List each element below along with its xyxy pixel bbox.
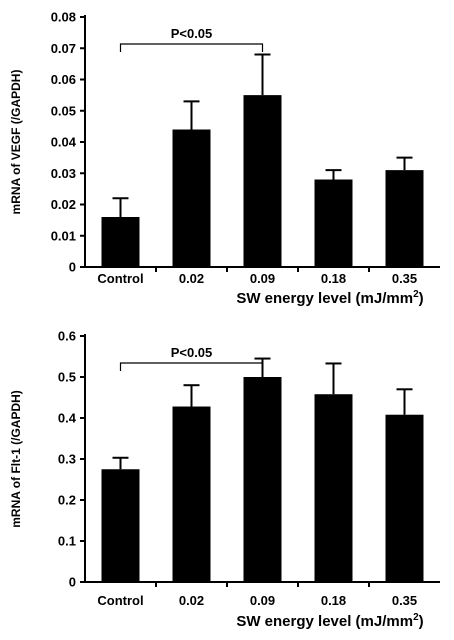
y-tick-label: 0.4: [58, 411, 77, 426]
x-category-label: 0.18: [321, 271, 346, 286]
y-tick-label: 0: [69, 260, 76, 275]
y-tick-label: 0.3: [58, 452, 76, 467]
x-category-label: Control: [97, 271, 143, 286]
bar-0.35: [385, 170, 424, 267]
x-category-label: 0.02: [179, 593, 204, 608]
chart-vegf: 0 0.01 0.02 0.03 0.04 0.05 0.06 0.07 0.08 Control…: [9, 10, 440, 307]
x-category-label: 0.09: [250, 593, 275, 608]
y-tick-label: 0.04: [51, 135, 77, 150]
bar-0.02: [172, 406, 211, 582]
significance-label: P<0.05: [171, 26, 213, 41]
bar-0.09: [243, 95, 282, 267]
bar-Control: [101, 217, 140, 267]
y-tick-label: 0.08: [51, 10, 76, 25]
significance-bracket: [119, 362, 264, 371]
y-axis-title: mRNA of VEGF (/GAPDH): [9, 70, 23, 215]
y-tick-label: 0.1: [58, 534, 76, 549]
y-tick-label: 0.6: [58, 329, 76, 344]
y-tick-label: 0.03: [51, 166, 76, 181]
y-tick-label: 0.2: [58, 493, 76, 508]
bar-0.35: [385, 414, 424, 582]
y-tick-label: 0.07: [51, 41, 76, 56]
x-category-label: 0.09: [250, 271, 275, 286]
x-category-label: 0.35: [392, 593, 417, 608]
x-category-label: 0.02: [179, 271, 204, 286]
chart-flt1: 0 0.1 0.2 0.3 0.4 0.5 0.6 Control 0.02 0.09 0.18 0.…: [9, 329, 440, 630]
y-tick-label: 0.06: [51, 72, 76, 87]
x-category-label: Control: [97, 593, 143, 608]
significance-bracket: [119, 43, 264, 52]
x-category-label: 0.35: [392, 271, 417, 286]
bar-0.02: [172, 129, 211, 267]
x-axis-title: SW energy level (mJ/mm2): [236, 289, 423, 307]
significance-label: P<0.05: [171, 345, 213, 360]
bar-0.09: [243, 377, 282, 582]
y-axis-title: mRNA of Flt-1 (/GAPDH): [9, 390, 23, 528]
x-axis-title: SW energy level (mJ/mm2): [236, 612, 423, 630]
x-category-label: 0.18: [321, 593, 346, 608]
bar-0.18: [314, 394, 353, 582]
y-tick-label: 0.5: [58, 370, 76, 385]
y-tick-label: 0: [69, 575, 76, 590]
bar-Control: [101, 469, 140, 582]
y-tick-label: 0.02: [51, 197, 76, 212]
bar-0.18: [314, 179, 353, 267]
y-tick-label: 0.05: [51, 103, 76, 118]
y-tick-label: 0.01: [51, 228, 76, 243]
